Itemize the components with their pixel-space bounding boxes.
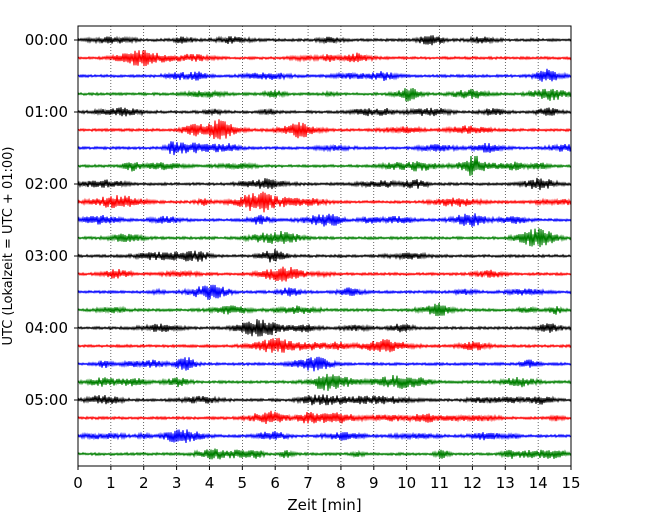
trace-0330 xyxy=(77,284,572,300)
x-axis-label: Zeit [min] xyxy=(287,496,361,514)
trace-0445 xyxy=(77,373,572,391)
x-tick-label: 13 xyxy=(496,474,515,492)
y-tick-label: 04:00 xyxy=(25,319,68,337)
y-tick-label: 00:00 xyxy=(25,31,68,49)
plot-frame xyxy=(77,25,572,467)
trace-0315 xyxy=(77,266,572,282)
trace-0045 xyxy=(77,88,572,102)
x-tick-label: 8 xyxy=(336,474,346,492)
trace-0500 xyxy=(77,394,572,406)
x-tick-label: 3 xyxy=(172,474,182,492)
x-tick-label: 10 xyxy=(397,474,416,492)
trace-0100 xyxy=(77,107,572,117)
trace-0030 xyxy=(77,68,572,82)
trace-0400 xyxy=(77,319,572,337)
trace-0345 xyxy=(77,302,572,317)
x-tick-label: 7 xyxy=(303,474,313,492)
x-tick-label: 14 xyxy=(529,474,548,492)
trace-0000 xyxy=(77,35,572,46)
trace-0015 xyxy=(77,50,572,67)
x-tick-label: 2 xyxy=(139,474,149,492)
y-tick-label: 02:00 xyxy=(25,175,68,193)
x-tick-label: 9 xyxy=(369,474,379,492)
y-axis-ticks: 00:00 01:00 02:00 03:00 04:00 05:00 xyxy=(25,31,78,409)
trace-0200 xyxy=(77,177,572,191)
y-tick-label: 01:00 xyxy=(25,103,68,121)
trace-0300 xyxy=(77,248,572,263)
trace-0130 xyxy=(77,141,572,156)
trace-0215 xyxy=(77,191,572,213)
x-tick-label: 11 xyxy=(430,474,449,492)
x-tick-label: 4 xyxy=(205,474,215,492)
x-tick-label: 0 xyxy=(73,474,83,492)
seismic-traces xyxy=(77,35,572,460)
x-tick-label: 6 xyxy=(270,474,280,492)
trace-0245 xyxy=(77,228,572,248)
trace-0230 xyxy=(77,213,572,227)
x-tick-label: 5 xyxy=(238,474,248,492)
y-tick-label: 03:00 xyxy=(25,247,68,265)
trace-0430 xyxy=(77,356,572,372)
y-tick-label: 05:00 xyxy=(25,391,68,409)
x-tick-label: 12 xyxy=(463,474,482,492)
trace-0115 xyxy=(77,119,572,140)
x-tick-label: 15 xyxy=(561,474,580,492)
trace-0530 xyxy=(77,429,572,443)
x-tick-label: 1 xyxy=(106,474,116,492)
y-axis-label: UTC (Lokalzeit = UTC + 01:00) xyxy=(1,147,16,346)
x-axis-ticks: 0 1 2 3 4 5 6 7 8 9 10 11 12 13 14 15 xyxy=(73,466,581,492)
trace-0415 xyxy=(77,337,572,353)
trace-0515 xyxy=(77,410,572,424)
vertical-grid xyxy=(110,26,539,466)
trace-0545 xyxy=(77,448,572,460)
trace-0145 xyxy=(77,155,572,176)
